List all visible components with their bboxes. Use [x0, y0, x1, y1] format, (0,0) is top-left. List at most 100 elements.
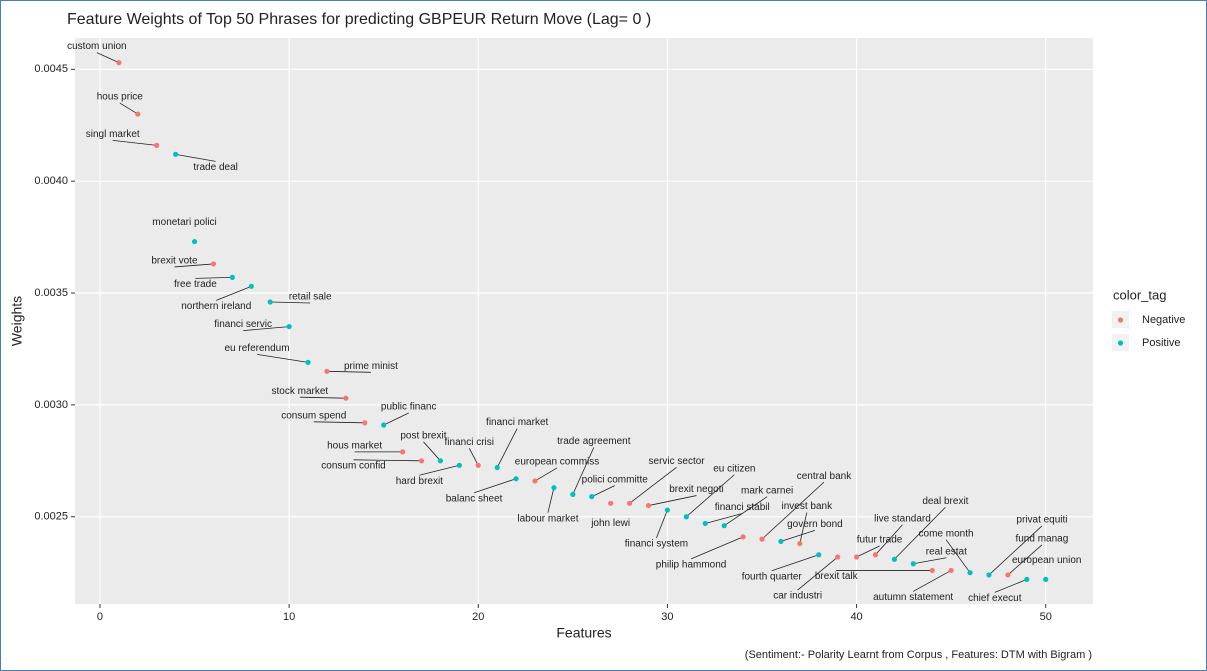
point-label: prime minist [344, 361, 398, 372]
point-label: privat equiti [1016, 515, 1067, 526]
point-label: labour market [517, 513, 578, 524]
label-leader [496, 428, 518, 468]
point [645, 502, 652, 509]
point-label: brexit vote [151, 256, 198, 267]
label-leader [383, 412, 409, 426]
point [248, 283, 254, 289]
point [173, 151, 179, 157]
point-label: central bank [797, 471, 852, 482]
point [721, 523, 727, 529]
y-tick-label: 0.0040 [34, 175, 68, 187]
label-leader [591, 485, 615, 497]
label-leader [96, 52, 120, 63]
point-label: eu citizen [713, 463, 755, 474]
point [400, 449, 406, 455]
label-leader [780, 529, 816, 542]
point [835, 554, 841, 560]
point-label: john lewi [590, 518, 630, 529]
point-label: european commiss [515, 457, 599, 468]
point-label: balanc sheet [446, 493, 503, 504]
point [797, 540, 803, 547]
point-label: northern ireland [181, 301, 251, 312]
point [362, 420, 368, 426]
point [229, 274, 235, 280]
label-leader [572, 447, 595, 495]
point [324, 368, 330, 374]
point-label: retail sale [289, 292, 332, 303]
point [305, 359, 311, 365]
label-leader [313, 421, 365, 424]
point-label: singl market [86, 129, 140, 140]
point-label: financi crisi [445, 437, 494, 448]
point-label: fund manag [1015, 534, 1068, 545]
point-label: financi market [486, 417, 548, 428]
point-label: financi servic [214, 319, 272, 330]
point-label: financi system [625, 539, 688, 550]
label-leader [468, 448, 479, 466]
point-label: live standard [874, 513, 931, 524]
point-label: stock market [272, 386, 329, 397]
label-leader [988, 525, 1043, 576]
label-leader [299, 396, 346, 399]
point [872, 552, 879, 558]
label-leader [419, 464, 460, 476]
point [210, 261, 217, 267]
point-label: car industri [773, 591, 822, 602]
label-leader [353, 459, 422, 462]
point-label: fourth quarter [742, 571, 803, 582]
point-label: free trade [174, 279, 217, 290]
point [494, 464, 500, 471]
point [437, 458, 444, 464]
point-label: govern bond [787, 519, 843, 530]
point [1024, 576, 1030, 582]
label-leader [686, 474, 735, 518]
point [1043, 576, 1049, 582]
label-leader [994, 579, 1027, 593]
label-leader [270, 301, 311, 304]
point [191, 238, 198, 245]
point [967, 570, 973, 576]
label-leader [690, 536, 744, 560]
point [948, 567, 954, 574]
point [910, 561, 916, 567]
legend-marker [1117, 317, 1124, 323]
point [532, 478, 538, 484]
y-tick-label: 0.0030 [34, 399, 68, 411]
point [986, 572, 992, 578]
point-label: public financ [381, 402, 437, 413]
point-label: deal brexit [922, 496, 968, 507]
point-label: trade deal [193, 162, 237, 173]
point [135, 111, 141, 117]
label-leader [174, 263, 214, 268]
label-leader [534, 467, 558, 482]
label-leader [945, 539, 971, 573]
point-label: eu referendum [225, 343, 290, 354]
point [608, 500, 614, 506]
point [267, 299, 273, 305]
label-leader [799, 512, 808, 544]
legend-marker [1117, 340, 1124, 346]
label-leader [656, 509, 668, 539]
label-leader [912, 570, 952, 592]
point-label: hard brexit [396, 476, 443, 487]
label-leader [473, 478, 517, 494]
label-leader [119, 102, 139, 115]
point-label: servic sector [649, 456, 706, 467]
point-label: polici committe [582, 474, 649, 485]
point-label: european union [1012, 555, 1082, 566]
point [702, 520, 708, 527]
point [116, 60, 122, 66]
legend-title: color_tag [1113, 287, 1166, 302]
caption: (Sentiment:- Polarity Learnt from Corpus… [745, 649, 1092, 661]
label-leader [216, 285, 252, 301]
point [570, 491, 576, 497]
label-leader [256, 353, 309, 363]
point [589, 494, 595, 500]
label-leader [195, 276, 233, 279]
label-leader [243, 326, 290, 331]
plot-panel [75, 38, 1093, 604]
point-label: brexit negoti [669, 484, 723, 495]
x-tick-label: 30 [661, 611, 673, 623]
point [475, 462, 481, 468]
point [853, 554, 860, 560]
